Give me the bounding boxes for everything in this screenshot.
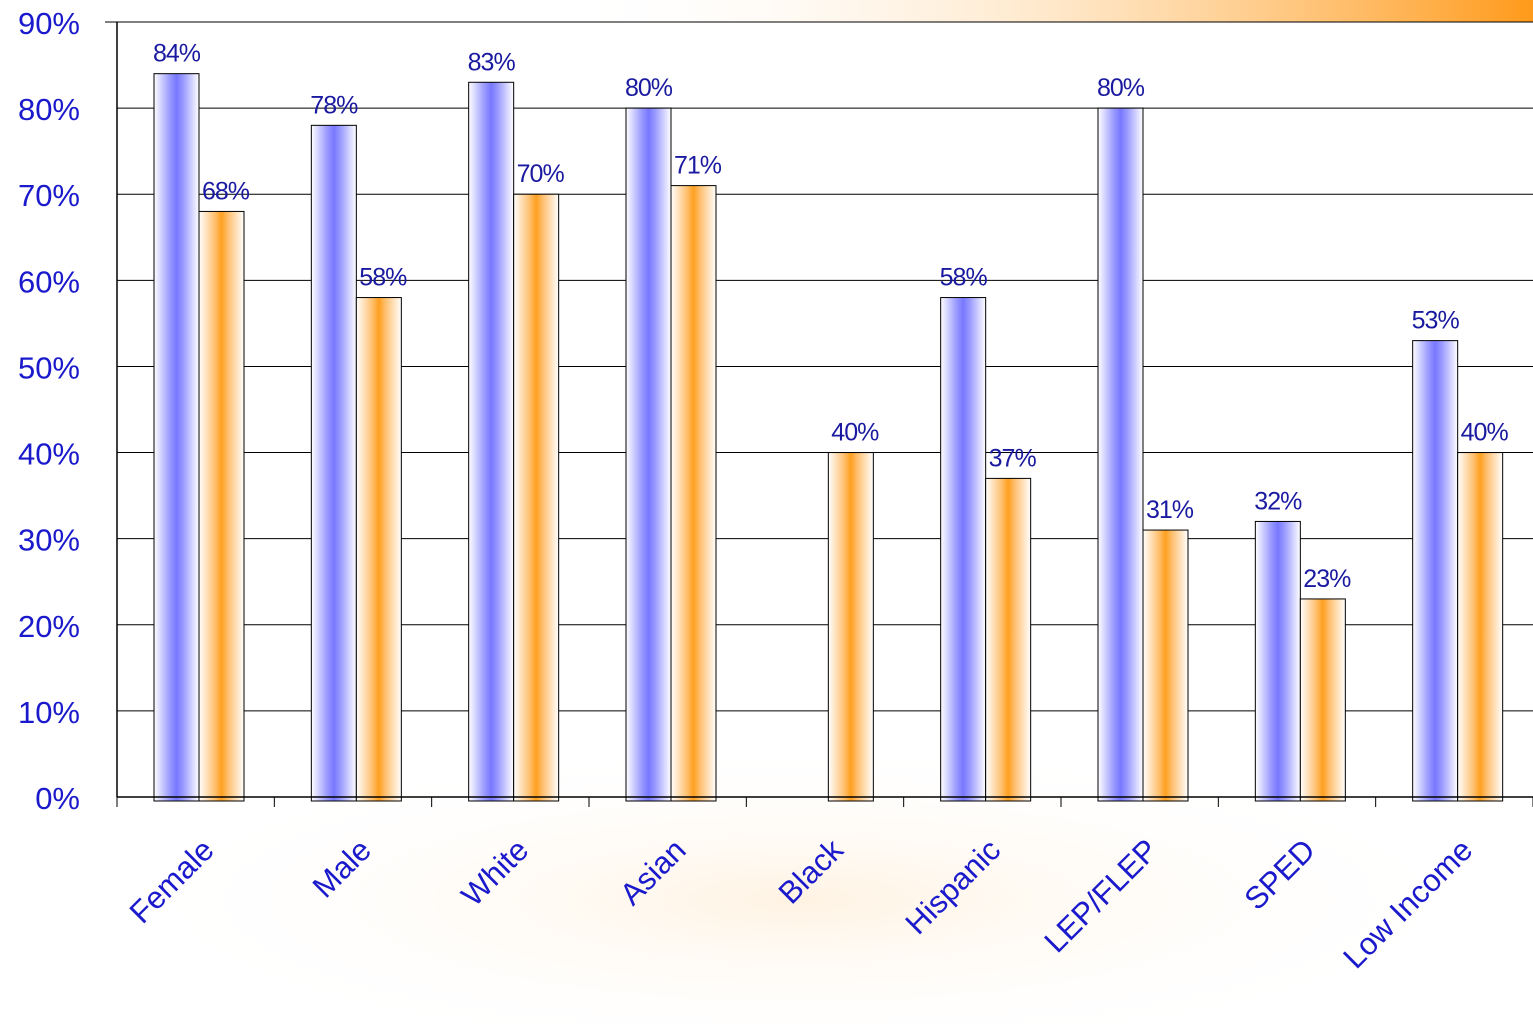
bar-series1-lep-flep — [1097, 107, 1144, 802]
bar-series2-black — [827, 452, 874, 802]
top-accent-bar — [560, 0, 1533, 22]
bar-series2-low-income — [1457, 452, 1504, 802]
y-tick-label: 90% — [18, 6, 80, 41]
data-labels: 84% 68% 78% 58% 83% 70% 80% 71% 40% 58% 37% 80% 31% 3… — [153, 40, 1509, 593]
y-tick-label: 80% — [18, 92, 80, 127]
data-label: 68% — [202, 177, 250, 205]
y-tick-label: 70% — [18, 178, 80, 213]
data-label: 83% — [468, 48, 516, 76]
data-label: 40% — [831, 419, 879, 447]
y-tick-label: 20% — [18, 609, 80, 644]
bar-series2-male — [355, 297, 402, 802]
bar-series2-hispanic — [985, 477, 1032, 802]
bars — [153, 73, 1504, 802]
bar-series1-hispanic — [940, 297, 987, 802]
data-label: 80% — [1097, 74, 1145, 102]
data-label: 71% — [674, 152, 722, 180]
data-label: 23% — [1303, 565, 1351, 593]
data-label: 70% — [517, 160, 565, 188]
bar-series2-sped — [1299, 598, 1346, 802]
data-label: 37% — [989, 444, 1037, 472]
bar-series2-lep-flep — [1142, 529, 1189, 802]
data-label: 31% — [1146, 496, 1194, 524]
bar-series1-asian — [625, 107, 672, 802]
data-label: 80% — [625, 74, 673, 102]
bar-series1-sped — [1254, 520, 1301, 802]
data-label: 40% — [1461, 419, 1509, 447]
y-tick-label: 60% — [18, 264, 80, 299]
bar-series1-white — [468, 81, 515, 802]
background-glow — [100, 740, 1500, 1024]
bar-series2-asian — [670, 185, 717, 802]
bar-series2-female — [198, 210, 245, 802]
bar-series2-white — [513, 193, 560, 802]
bar-series1-female — [153, 73, 200, 802]
y-tick-label: 30% — [18, 523, 80, 558]
data-label: 58% — [359, 264, 407, 292]
bar-series1-low-income — [1412, 340, 1459, 802]
y-tick-label: 50% — [18, 350, 80, 385]
data-label: 58% — [940, 264, 988, 292]
data-label: 84% — [153, 40, 201, 68]
y-tick-label: 10% — [18, 695, 80, 730]
y-tick-label: 40% — [18, 437, 80, 472]
bar-series1-male — [310, 124, 357, 802]
data-label: 78% — [310, 91, 358, 119]
data-label: 53% — [1412, 307, 1460, 335]
data-label: 32% — [1254, 487, 1302, 515]
y-tick-label: 0% — [35, 781, 80, 816]
